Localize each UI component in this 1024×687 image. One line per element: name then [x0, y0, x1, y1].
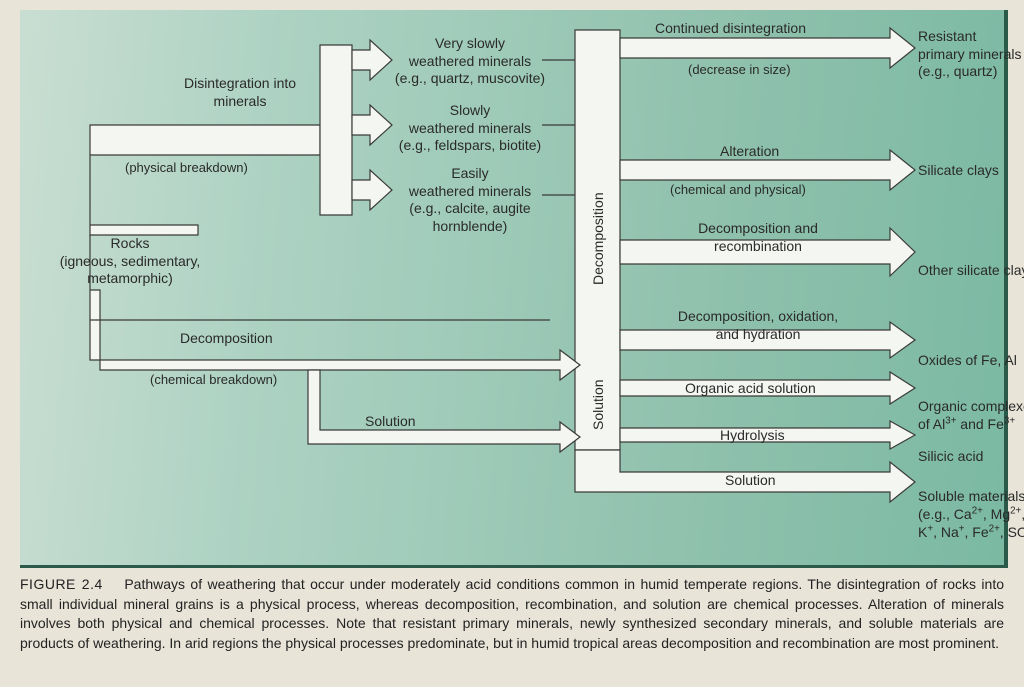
decomp-recomb-label: Decomposition andrecombination: [698, 220, 818, 254]
node-slow: Slowlyweathered minerals(e.g., feldspars…: [380, 102, 560, 155]
figure-caption-text: Pathways of weathering that occur under …: [20, 576, 1004, 651]
node-other-silicate: Other silicate clays: [918, 262, 1024, 280]
org-acid-label: Organic acid solution: [685, 380, 816, 396]
decomp-ox-hyd-label: Decomposition, oxidation,and hydration: [678, 308, 838, 342]
disint-label: Disintegration intominerals: [184, 75, 296, 109]
silicate-label: Silicate clays: [918, 162, 999, 178]
chem-phys-label: (chemical and physical): [670, 182, 806, 197]
node-chemical-breakdown: (chemical breakdown): [150, 372, 277, 388]
easy-label: Easilyweathered minerals(e.g., calcite, …: [409, 165, 531, 234]
node-soluble: Soluble materials(e.g., Ca2+, Mg2+,K+, N…: [918, 488, 1024, 545]
page: Rocks(igneous, sedimentary,metamorphic) …: [0, 0, 1024, 687]
decomp1-label: Decomposition: [180, 330, 273, 346]
silicic-label: Silicic acid: [918, 448, 983, 464]
node-cont-disint: Continued disintegration: [655, 20, 806, 38]
very-slow-label: Very slowlyweathered minerals(e.g., quar…: [395, 35, 545, 86]
node-decomp-recomb: Decomposition andrecombination: [668, 220, 848, 255]
node-oxides: Oxides of Fe, Al: [918, 352, 1017, 370]
figure-label: FIGURE 2.4: [20, 576, 103, 592]
node-org-complex: Organic complexesof Al3+ and Fe3+: [918, 398, 1024, 434]
hydrolysis-label: Hydrolysis: [720, 427, 785, 443]
resistant-label: Resistantprimary minerals(e.g., quartz): [918, 28, 1021, 79]
decr-size-label: (decrease in size): [688, 62, 791, 77]
phys-breakdown-label: (physical breakdown): [125, 160, 248, 175]
org-complex-label: Organic complexesof Al3+ and Fe3+: [918, 398, 1024, 432]
node-resistant: Resistantprimary minerals(e.g., quartz): [918, 28, 1021, 81]
solution1-label: Solution: [365, 413, 416, 429]
slow-label: Slowlyweathered minerals(e.g., feldspars…: [399, 102, 541, 153]
node-disintegration: Disintegration intominerals: [160, 75, 320, 110]
node-rocks: Rocks(igneous, sedimentary,metamorphic): [55, 235, 205, 288]
node-chem-phys: (chemical and physical): [670, 182, 806, 198]
node-alteration: Alteration: [720, 143, 779, 161]
solution2-label: Solution: [725, 472, 776, 488]
node-solution1: Solution: [365, 413, 416, 431]
figure-caption: FIGURE 2.4 Pathways of weathering that o…: [20, 575, 1004, 653]
diagram-panel: Rocks(igneous, sedimentary,metamorphic) …: [20, 10, 1008, 568]
vlabel-solution: Solution: [590, 379, 606, 430]
vlabel-decomposition: Decomposition: [590, 192, 606, 285]
node-silicic: Silicic acid: [918, 448, 983, 466]
vlabel-sol-text: Solution: [590, 379, 606, 430]
node-very-slow: Very slowlyweathered minerals(e.g., quar…: [380, 35, 560, 88]
node-decomposition: Decomposition: [180, 330, 273, 348]
vlabel-decomp-text: Decomposition: [590, 192, 606, 285]
chem-breakdown-label: (chemical breakdown): [150, 372, 277, 387]
alteration-label: Alteration: [720, 143, 779, 159]
node-easy: Easilyweathered minerals(e.g., calcite, …: [380, 165, 560, 235]
other-silicate-label: Other silicate clays: [918, 262, 1024, 278]
node-decomp-ox-hyd: Decomposition, oxidation,and hydration: [648, 308, 868, 343]
node-solution2: Solution: [725, 472, 776, 490]
rocks-label: Rocks(igneous, sedimentary,metamorphic): [60, 235, 201, 286]
node-silicate-clays: Silicate clays: [918, 162, 999, 180]
node-hydrolysis: Hydrolysis: [720, 427, 785, 445]
soluble-label: Soluble materials(e.g., Ca2+, Mg2+,K+, N…: [918, 488, 1024, 540]
cont-disint-label: Continued disintegration: [655, 20, 806, 36]
node-decrease-size: (decrease in size): [688, 62, 791, 78]
node-physical-breakdown: (physical breakdown): [125, 160, 248, 176]
oxides-label: Oxides of Fe, Al: [918, 352, 1017, 368]
node-org-acid: Organic acid solution: [685, 380, 816, 398]
